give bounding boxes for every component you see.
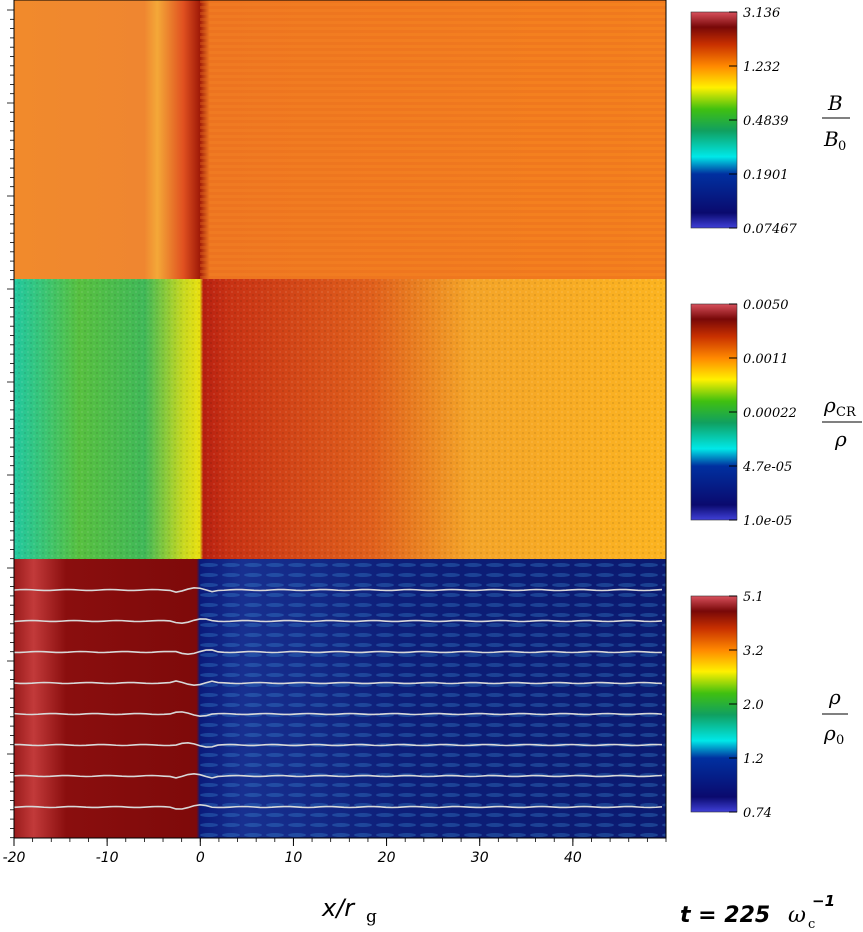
x-axis-title-sub: g bbox=[366, 907, 377, 927]
colorbar-tick-label: 1.0e-05 bbox=[743, 514, 792, 529]
colorbar-tick-label: 0.1901 bbox=[743, 168, 789, 183]
label-rho-numerator: ρ bbox=[828, 685, 841, 709]
colorbar-tick-label: 0.4839 bbox=[743, 114, 789, 129]
panel-b-field-texture bbox=[200, 0, 666, 279]
x-axis-title: x/r g bbox=[321, 894, 377, 927]
time-omega: ω bbox=[788, 903, 806, 928]
panel-gas-density-texture bbox=[200, 559, 666, 838]
colorbar-tick-label: 3.136 bbox=[743, 6, 780, 21]
x-tick-label: 20 bbox=[378, 850, 396, 866]
colorbar-tick-label: 0.07467 bbox=[743, 222, 797, 237]
panel-cr-density-texture bbox=[14, 279, 666, 559]
x-tick-label: -10 bbox=[96, 850, 119, 866]
time-omega-sub: c bbox=[808, 917, 815, 932]
quantity-label-b: B B 0 bbox=[822, 91, 850, 154]
colorbar-1: 3.136 1.232 0.4839 0.1901 0.07467 bbox=[690, 6, 797, 237]
colorbar-2: 0.0050 0.0011 0.00022 4.7e-05 1.0e-05 bbox=[690, 298, 797, 529]
field-line bbox=[13, 772, 663, 779]
x-tick-label: 40 bbox=[564, 850, 582, 866]
field-line bbox=[13, 680, 663, 686]
colorbar-3: 5.1 3.2 2.0 1.2 0.74 bbox=[690, 590, 772, 821]
field-line bbox=[13, 804, 663, 810]
label-b-numerator: B bbox=[827, 91, 843, 115]
colorbar-tick-label: 2.0 bbox=[742, 698, 764, 713]
quantity-label-rho: ρ ρ 0 bbox=[822, 685, 848, 748]
field-line bbox=[13, 618, 663, 624]
field-line bbox=[13, 742, 663, 748]
colorbar-tick-label: 0.00022 bbox=[743, 406, 797, 421]
colorbar-tick-label: 0.0050 bbox=[743, 298, 789, 313]
colorbars: 3.136 1.232 0.4839 0.1901 0.07467 0.0050 0.001… bbox=[690, 6, 797, 821]
field-line bbox=[13, 711, 663, 717]
label-b-denominator-sub: 0 bbox=[838, 139, 846, 154]
colorbar-tick-label: 1.2 bbox=[743, 752, 764, 767]
colorbar-tick-label: 3.2 bbox=[743, 644, 764, 659]
y-axis-ticks bbox=[7, 9, 14, 839]
x-tick-label: 0 bbox=[196, 850, 205, 866]
colorbar-tick-label: 0.74 bbox=[743, 806, 772, 821]
colorbar-tick-label: 5.1 bbox=[743, 590, 764, 605]
time-omega-sup: −1 bbox=[812, 892, 835, 910]
x-tick-label: -20 bbox=[3, 850, 26, 866]
colorbar-tick-label: 1.232 bbox=[743, 60, 780, 75]
x-axis-title-main: x/r bbox=[321, 894, 356, 922]
label-rho-denominator: ρ bbox=[823, 721, 836, 745]
field-line bbox=[13, 587, 663, 593]
label-cr-numerator: ρ bbox=[823, 393, 836, 417]
label-rho-denominator-sub: 0 bbox=[836, 733, 844, 748]
x-axis: -20 -10 0 10 20 30 40 bbox=[3, 838, 667, 866]
field-line bbox=[13, 649, 663, 656]
x-tick-label: 10 bbox=[285, 850, 303, 866]
time-annotation: t = 225 ω c −1 bbox=[680, 892, 835, 932]
x-tick-label: 30 bbox=[471, 850, 489, 866]
label-cr-numerator-sub: CR bbox=[836, 405, 857, 420]
label-cr-denominator: ρ bbox=[834, 427, 847, 451]
colorbar-tick-label: 0.0011 bbox=[743, 352, 789, 367]
time-prefix: t = 225 bbox=[680, 903, 770, 928]
colorbar-tick-label: 4.7e-05 bbox=[742, 460, 792, 475]
heatmap-panels bbox=[13, 0, 667, 839]
label-b-denominator: B bbox=[823, 127, 839, 151]
quantity-label-cr: ρ CR ρ bbox=[822, 393, 862, 451]
magnetic-field-lines bbox=[13, 587, 663, 810]
